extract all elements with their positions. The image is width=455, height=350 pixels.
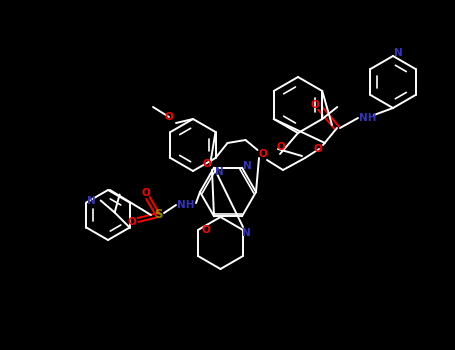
Text: N: N: [243, 161, 251, 171]
Text: N: N: [215, 167, 223, 177]
Text: O: O: [202, 225, 210, 235]
Text: O: O: [165, 112, 173, 122]
Text: NH: NH: [177, 200, 195, 210]
Text: O: O: [142, 188, 150, 198]
Text: O: O: [313, 144, 323, 154]
Text: S: S: [154, 209, 162, 222]
Text: N: N: [87, 196, 96, 205]
Text: O: O: [258, 149, 268, 159]
Text: O: O: [202, 159, 212, 169]
Text: N: N: [394, 48, 402, 58]
Text: N: N: [242, 228, 250, 238]
Text: O: O: [311, 100, 319, 110]
Text: O: O: [127, 217, 136, 227]
Text: O: O: [277, 142, 285, 152]
Text: NH: NH: [359, 113, 377, 123]
